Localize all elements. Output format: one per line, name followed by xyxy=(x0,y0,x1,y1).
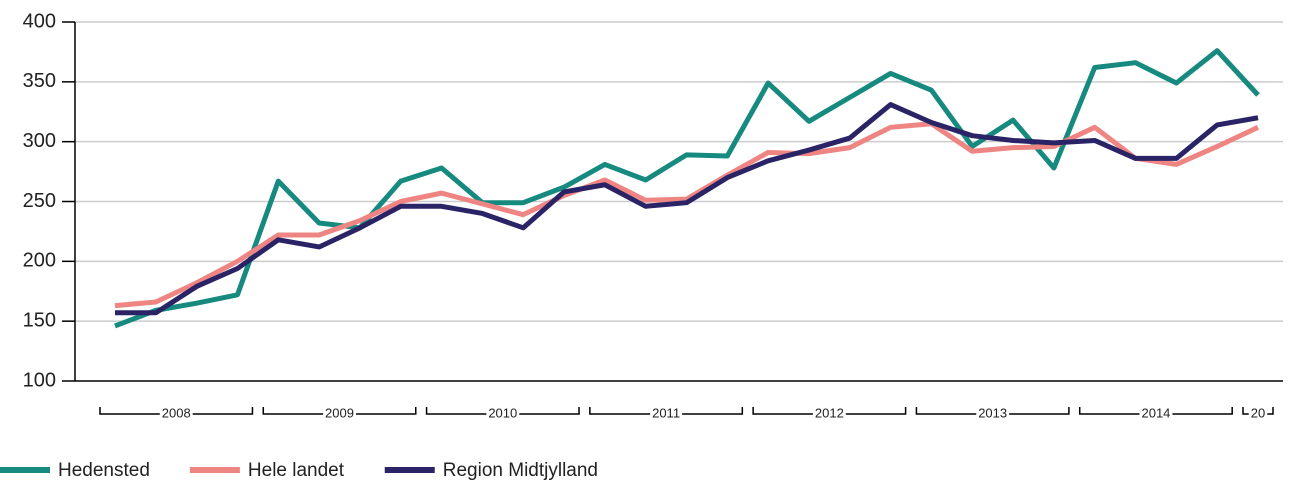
label-bg xyxy=(812,405,846,421)
x-group-label: 20 xyxy=(1251,405,1265,420)
y-tick-label: 200 xyxy=(23,250,56,272)
legend-label: Region Midtjylland xyxy=(443,460,598,481)
x-group-label: 2013 xyxy=(978,405,1007,420)
line-series xyxy=(114,48,1260,329)
label-bg xyxy=(486,405,520,421)
line-series xyxy=(114,121,1260,309)
label-bg xyxy=(976,405,1010,421)
legend-label: Hedensted xyxy=(58,460,150,481)
x-group-label: 2012 xyxy=(815,405,844,420)
legend-swatch xyxy=(0,467,50,473)
y-tick-label: 400 xyxy=(23,10,56,32)
label-bg xyxy=(1139,405,1173,421)
x-group-label: 2010 xyxy=(488,405,517,420)
y-tick-label: 350 xyxy=(23,70,56,92)
y-tick-label: 100 xyxy=(23,369,56,391)
y-tick-label: 300 xyxy=(23,130,56,152)
label-bg xyxy=(650,405,683,421)
label-bg xyxy=(159,405,193,421)
legend-label: Hele landet xyxy=(248,460,345,481)
line-series xyxy=(115,102,1259,316)
y-tick-label: 250 xyxy=(23,190,56,212)
y-tick-label: 150 xyxy=(23,309,56,331)
x-group-label: 2008 xyxy=(162,405,191,420)
label-bg xyxy=(323,405,356,421)
legend-swatch xyxy=(189,467,240,473)
label-bg xyxy=(1248,405,1268,421)
x-group-label: 2014 xyxy=(1141,405,1170,420)
legend-swatch xyxy=(384,467,435,473)
x-group-label: 2011 xyxy=(652,405,680,420)
x-group-label: 2009 xyxy=(325,405,354,420)
